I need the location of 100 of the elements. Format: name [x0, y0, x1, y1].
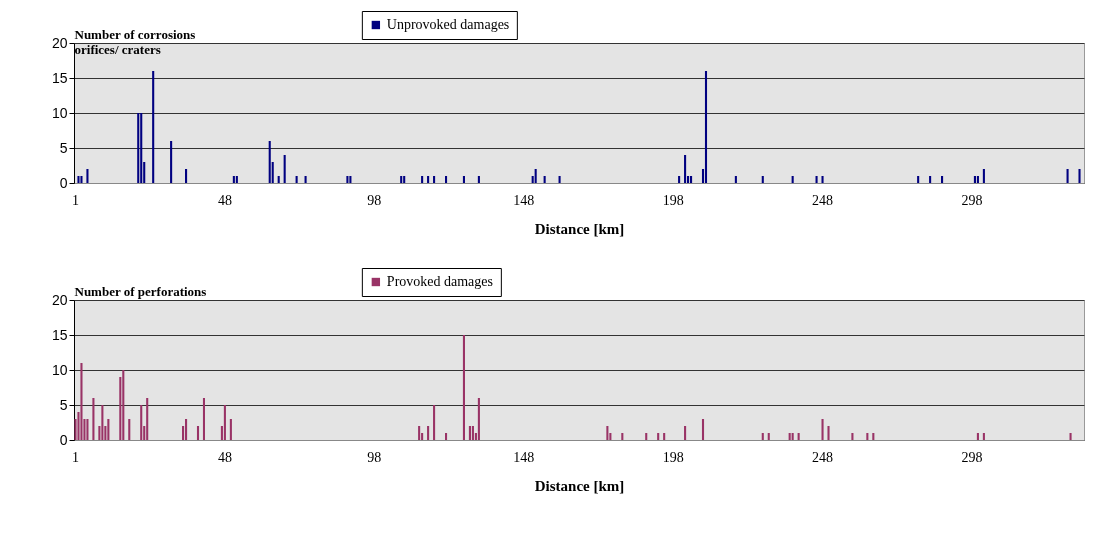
- x-tick-label: 48: [217, 192, 232, 208]
- bar: [277, 176, 280, 183]
- bar: [400, 176, 403, 183]
- bar: [684, 155, 687, 183]
- x-tick-label: 248: [812, 192, 834, 208]
- bar: [982, 169, 985, 183]
- bar: [815, 176, 818, 183]
- bar: [304, 176, 307, 183]
- x-tick-label: 1: [71, 192, 79, 208]
- x-tick-label: 248: [812, 449, 834, 465]
- bar: [678, 176, 681, 183]
- bar: [128, 419, 131, 440]
- x-tick-label: 148: [513, 449, 535, 465]
- bar: [821, 419, 824, 440]
- y-axis-title: Number of corrosions orifices/ craters: [74, 26, 196, 57]
- bar: [976, 433, 979, 440]
- legend-label: Unprovoked damages: [386, 17, 510, 32]
- bar: [268, 141, 271, 183]
- bar: [761, 176, 764, 183]
- x-axis-title: Distance [km]: [534, 220, 625, 237]
- bar: [468, 426, 471, 440]
- bar: [349, 176, 352, 183]
- bar: [477, 398, 480, 440]
- bar: [346, 176, 349, 183]
- x-tick-label: 198: [662, 449, 684, 465]
- bar: [223, 405, 226, 440]
- bar: [621, 433, 624, 440]
- bar: [558, 176, 561, 183]
- bar: [684, 426, 687, 440]
- bar: [767, 433, 770, 440]
- bar: [229, 419, 232, 440]
- bar: [477, 176, 480, 183]
- bar: [86, 169, 89, 183]
- bar: [663, 433, 666, 440]
- bar: [92, 398, 95, 440]
- y-tick-label: 10: [51, 104, 68, 121]
- x-tick-label: 98: [367, 192, 382, 208]
- bar: [690, 176, 693, 183]
- x-axis-title: Distance [km]: [534, 477, 625, 494]
- bar: [232, 176, 235, 183]
- x-tick-label: 148: [513, 192, 535, 208]
- bar: [929, 176, 932, 183]
- bar: [791, 433, 794, 440]
- bar: [1069, 433, 1072, 440]
- bar: [421, 176, 424, 183]
- bar: [606, 426, 609, 440]
- bar: [462, 176, 465, 183]
- bar: [77, 176, 80, 183]
- bar: [80, 176, 83, 183]
- bar: [851, 433, 854, 440]
- bar: [444, 433, 448, 440]
- bar: [80, 363, 83, 440]
- bar: [185, 419, 188, 440]
- bar: [982, 433, 985, 440]
- bar: [1066, 169, 1069, 183]
- bar: [170, 141, 173, 183]
- bar: [701, 419, 705, 440]
- bar: [973, 176, 976, 183]
- y-tick-label: 0: [59, 431, 68, 448]
- bar: [797, 433, 800, 440]
- x-tick-label: 98: [367, 449, 382, 465]
- bar: [86, 419, 89, 440]
- y-axis-title: Number of perforations: [74, 283, 207, 299]
- y-tick-label: 20: [51, 34, 68, 51]
- bar: [462, 335, 465, 440]
- bar: [107, 419, 110, 440]
- bar: [140, 405, 143, 440]
- y-tick-label: 20: [51, 291, 68, 308]
- bar: [827, 426, 830, 440]
- y-tick-label: 10: [51, 361, 68, 378]
- y-tick-label: 15: [51, 69, 68, 86]
- bar: [152, 71, 155, 183]
- x-tick-label: 198: [662, 192, 684, 208]
- bar: [427, 426, 430, 440]
- bar: [295, 176, 298, 183]
- bar: [283, 155, 286, 183]
- y-tick-label: 0: [59, 174, 68, 191]
- y-tick-label: 5: [59, 139, 68, 156]
- bar: [645, 433, 648, 440]
- y-tick-label: 15: [51, 326, 68, 343]
- bar: [433, 176, 436, 183]
- bar: [471, 426, 474, 440]
- bar: [821, 176, 824, 183]
- x-tick-label: 48: [217, 449, 232, 465]
- bar: [761, 433, 764, 440]
- bar: [534, 169, 537, 183]
- bar: [196, 426, 200, 440]
- bar: [657, 433, 660, 440]
- bar: [444, 176, 448, 183]
- x-tick-label: 298: [961, 449, 983, 465]
- bar: [872, 433, 875, 440]
- bar: [122, 370, 125, 440]
- bar: [185, 169, 188, 183]
- bar: [101, 405, 104, 440]
- bar: [543, 176, 546, 183]
- bar: [788, 433, 791, 440]
- bar: [704, 71, 708, 183]
- bar: [433, 405, 436, 440]
- bar: [140, 113, 143, 183]
- x-tick-label: 298: [961, 192, 983, 208]
